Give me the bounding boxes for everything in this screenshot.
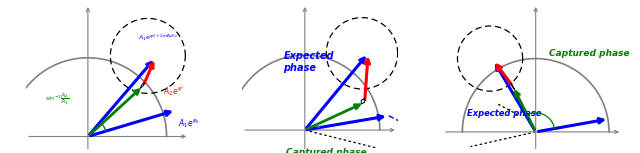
Text: $A_1e^{\varphi_0}$: $A_1e^{\varphi_0}$	[178, 118, 200, 130]
Text: Expected phase: Expected phase	[467, 110, 541, 118]
Text: Captured phase: Captured phase	[286, 148, 367, 153]
Text: $A_2e^{\varphi^\prime}$: $A_2e^{\varphi^\prime}$	[163, 84, 184, 98]
Text: $\sin^{-1}\!\dfrac{A_2}{A_1}$: $\sin^{-1}\!\dfrac{A_2}{A_1}$	[45, 91, 70, 107]
Text: Expected
phase: Expected phase	[284, 51, 334, 73]
Text: $A_1e^{\varphi_0+2\pi f\Delta d/c}$: $A_1e^{\varphi_0+2\pi f\Delta d/c}$	[138, 33, 179, 43]
Text: Captured phase: Captured phase	[548, 49, 629, 58]
